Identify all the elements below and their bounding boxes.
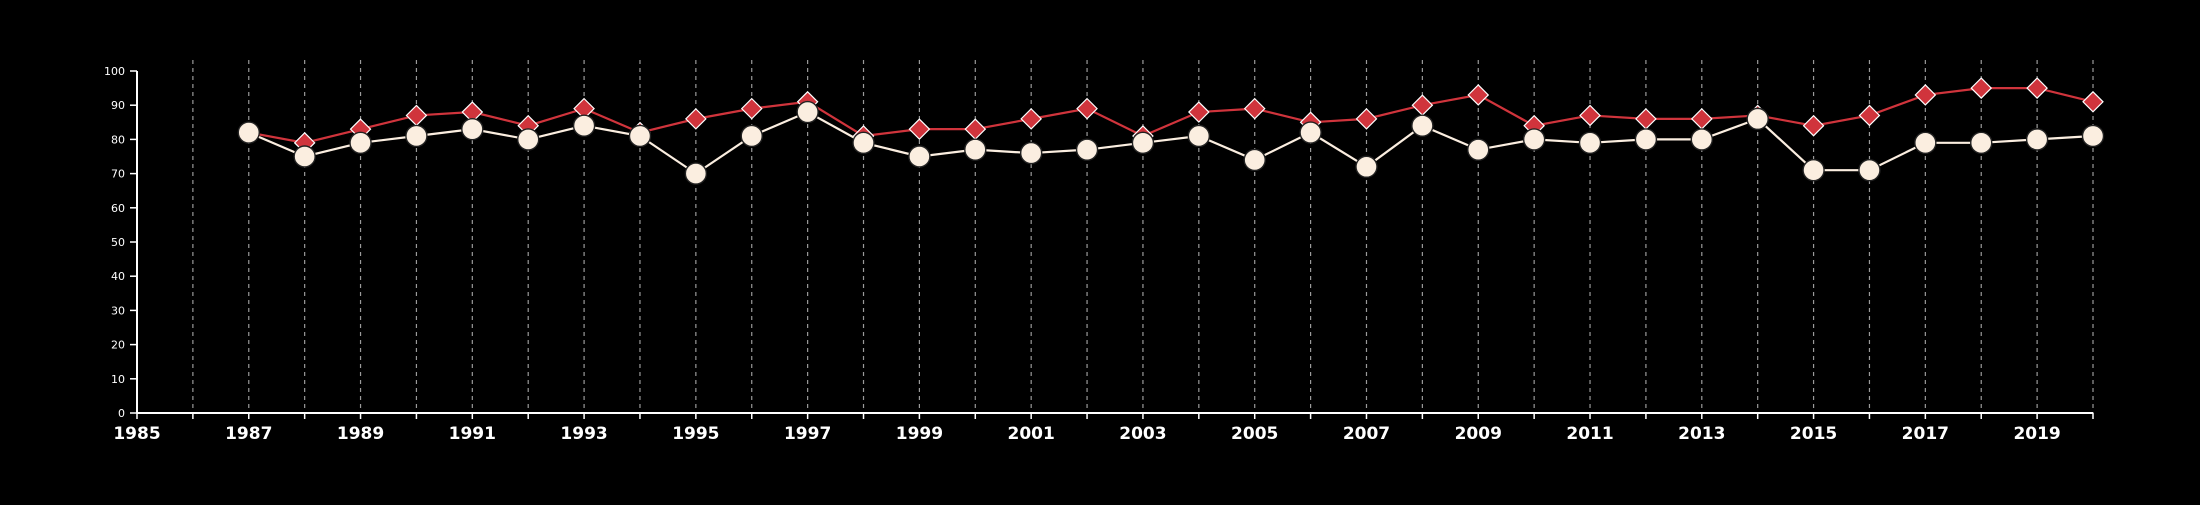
series-1-point-2017: [1914, 84, 1937, 106]
x-tick-label: 2003: [1119, 424, 1166, 444]
y-tick-label: 30: [111, 304, 125, 317]
x-tick-label: 1985: [113, 424, 160, 444]
series-1-point-2018: [1970, 77, 1993, 99]
series-1-point-2001: [1020, 108, 1043, 130]
series-1-point-2005: [1243, 97, 1266, 120]
series-2-point-1992: [517, 128, 540, 151]
series-2-point-2015: [1802, 158, 1825, 182]
series-1-point-2012: [1635, 108, 1657, 130]
series-2-point-2007: [1355, 155, 1378, 178]
series-2-point-2004: [1187, 124, 1211, 148]
series-2-point-2017: [1914, 131, 1937, 155]
x-tick-label: 2005: [1231, 424, 1278, 444]
y-tick-label: 10: [111, 373, 125, 386]
x-tick-label: 1999: [896, 424, 943, 444]
series-1-point-2015: [1802, 114, 1825, 137]
series-2-point-1993: [572, 114, 596, 137]
x-tick-label: 1993: [560, 424, 607, 444]
series-2-point-2012: [1634, 128, 1658, 151]
series-2: [237, 100, 2105, 185]
x-tick-label: 2009: [1455, 424, 1502, 444]
y-tick-label: 20: [111, 339, 125, 352]
y-tick-label: 70: [111, 168, 125, 181]
series-1-line: [248, 86, 2094, 144]
series-2-point-1990: [405, 124, 428, 148]
series-2-point-2008: [1411, 114, 1434, 137]
series-1-point-2007: [1355, 108, 1378, 130]
series-1-point-1990: [405, 104, 428, 127]
x-tick-label: 1987: [225, 424, 272, 444]
series-1-point-1999: [908, 118, 931, 140]
series-2-point-2014: [1746, 107, 1769, 131]
series-2-point-1994: [628, 124, 652, 148]
series-2-point-1987: [237, 121, 260, 144]
series-2-point-2016: [1858, 158, 1881, 182]
series-group: [237, 77, 2105, 185]
series-1-point-2008: [1411, 94, 1434, 117]
y-tick-label: 40: [111, 270, 125, 283]
series-1-point-1996: [740, 97, 763, 120]
y-tick-label: 50: [111, 236, 125, 249]
x-tick-label: 2017: [1902, 424, 1949, 444]
series-2-point-1996: [740, 124, 763, 148]
series-2-point-2011: [1578, 131, 1602, 155]
series-2-point-2005: [1243, 148, 1266, 172]
y-tick-label: 90: [111, 99, 125, 112]
series-2-point-2001: [1019, 141, 1043, 165]
series-1-point-2000: [964, 118, 987, 140]
series-2-line: [248, 110, 2094, 175]
series-2-point-2010: [1522, 128, 1546, 151]
series-2-point-2019: [2025, 128, 2049, 151]
series-2-point-1999: [908, 145, 931, 168]
series-1-point-2002: [1076, 97, 1098, 120]
series-2-point-2020: [2081, 124, 2105, 148]
series-1-point-2020: [2082, 90, 2104, 113]
series-2-point-2006: [1299, 121, 1322, 144]
x-tick-label: 2019: [2013, 424, 2060, 444]
series-2-point-2009: [1467, 138, 1490, 161]
axes: 0 10 20 30 40 50 60 70 80 90 100 1985 1987 1989 1991 19…: [104, 65, 2094, 444]
series-1-point-2011: [1579, 104, 1601, 127]
series-2-point-2002: [1075, 138, 1099, 161]
series-1-point-2016: [1858, 104, 1881, 127]
series-1-point-2013: [1690, 108, 1713, 130]
x-tick-label: 2001: [1008, 424, 1055, 444]
x-tick-label: 1989: [337, 424, 384, 444]
x-tick-label: 2013: [1678, 424, 1725, 444]
series-1-point-1995: [685, 108, 707, 130]
x-tick-label: 2015: [1790, 424, 1837, 444]
series-2-point-1998: [852, 131, 875, 155]
series-2-point-1991: [461, 117, 484, 141]
series-2-point-2003: [1131, 131, 1155, 155]
x-tick-label: 1991: [449, 424, 496, 444]
x-tick-label: 2011: [1566, 424, 1613, 444]
x-tick-label: 2007: [1343, 424, 1390, 444]
series-2-point-1988: [293, 145, 316, 168]
series-1-point-2004: [1187, 101, 1210, 123]
y-tick-label: 0: [118, 407, 125, 420]
series-1-point-2009: [1467, 84, 1490, 106]
x-tick-label: 1995: [672, 424, 719, 444]
series-2-point-1995: [684, 162, 708, 185]
y-tick-label: 80: [111, 133, 125, 146]
series-2-point-1997: [796, 100, 819, 124]
series-2-point-1989: [349, 131, 372, 155]
y-tick-label: 100: [104, 65, 125, 78]
series-2-point-2018: [1970, 131, 1993, 155]
x-tick-label: 1997: [784, 424, 831, 444]
y-tick-label: 60: [111, 202, 125, 215]
series-1-point-2019: [2026, 77, 2048, 99]
series-2-point-2013: [1690, 128, 1714, 151]
series-2-point-2000: [964, 138, 987, 161]
